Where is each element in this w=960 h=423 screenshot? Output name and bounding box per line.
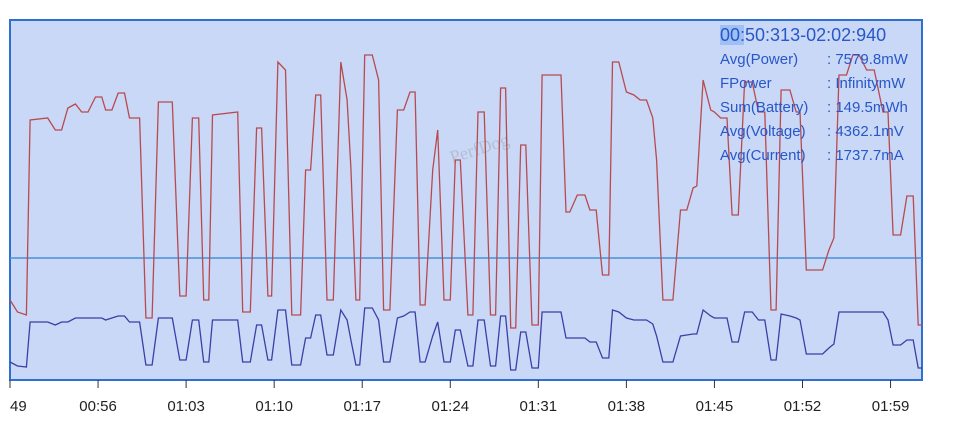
summary-label: Avg(Current) (720, 147, 806, 164)
summary-value: : 4362.1mV (827, 123, 904, 140)
x-tick-label: 01:03 (167, 398, 205, 415)
summary-value: : InfinitymW (827, 75, 906, 92)
x-tick-label: 01:45 (696, 398, 734, 415)
selection-highlight (720, 25, 744, 45)
summary-label: Avg(Power) (720, 51, 798, 68)
x-tick-label: 01:17 (343, 398, 381, 415)
x-tick-label: 01:10 (255, 398, 293, 415)
series-line (9, 54, 922, 329)
x-tick-label: 01:31 (520, 398, 558, 415)
summary-label: FPower (720, 75, 772, 92)
summary-value: : 149.5mWh (827, 99, 908, 116)
summary-value: : 7579.8mW (827, 51, 909, 68)
x-tick-label: 01:59 (872, 398, 910, 415)
x-tick-label: 01:24 (432, 398, 470, 415)
summary-label: Sum(Battery) (720, 99, 808, 116)
x-tick-label: 01:38 (608, 398, 646, 415)
plot-area (9, 19, 923, 381)
x-tick-label: 00:56 (79, 398, 117, 415)
summary-value: : 1737.7mA (827, 147, 904, 164)
x-tick-label: 49 (10, 398, 27, 415)
series-line (9, 307, 922, 371)
summary-label: Avg(Voltage) (720, 123, 806, 140)
summary-title: 00:50:313-02:02:940 (720, 25, 886, 45)
x-tick-label: 01:52 (784, 398, 822, 415)
